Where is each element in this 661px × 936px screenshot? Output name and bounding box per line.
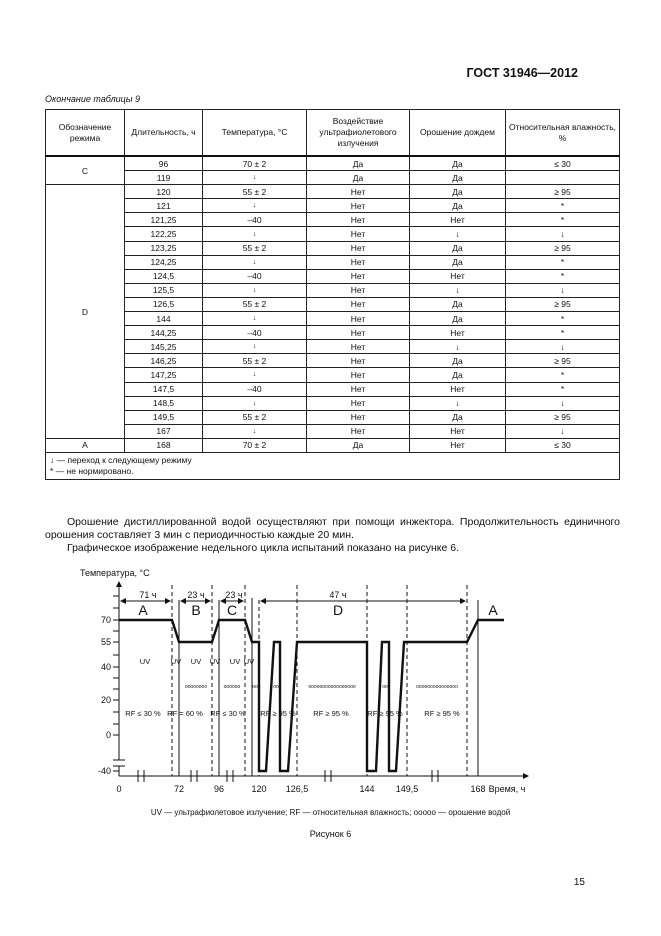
col-rain: Орошение дождем — [409, 109, 506, 157]
page-number: 15 — [573, 877, 585, 888]
figure-caption: Рисунок 6 — [309, 829, 352, 839]
table-row: 144 ↓ Нет Да * — [46, 311, 620, 327]
col-mode: Обозначение режима — [45, 109, 125, 157]
mode-label-a: A — [138, 602, 148, 618]
rain-marks: ooooooooooooooo — [416, 684, 458, 690]
x-tick: 149,5 — [396, 784, 419, 794]
cell-mode: D — [45, 184, 125, 439]
cell-humidity: ≤ 30 — [505, 437, 620, 453]
rf-label: RF ≤ 30 % — [210, 709, 246, 718]
table-notes: ↓ — переход к следующему режиму * — не н… — [45, 451, 620, 480]
y-tick-0: 0 — [106, 730, 111, 740]
col-humidity: Относительная влажность, % — [505, 109, 620, 157]
table-caption: Окончание таблицы 9 — [45, 94, 140, 104]
phase-boundaries — [171, 585, 479, 776]
rain-marks: ooooooooooooooooo — [308, 684, 355, 690]
y-tick-minus40: -40 — [98, 766, 111, 776]
rf-label: RF ≥ 95 % — [367, 709, 403, 718]
x-tick: 168 — [470, 784, 485, 794]
note-arrow: ↓ — переход к следующему режиму — [50, 454, 192, 465]
y-tick-55: 55 — [101, 637, 111, 647]
paragraph-figure-ref: Графическое изображение недельного цикла… — [67, 542, 460, 554]
table-header-row: Обозначение режима Длительность, ч Темпе… — [45, 109, 620, 157]
x-tick: 72 — [174, 784, 184, 794]
rain-marks: oo — [273, 684, 279, 690]
note-asterisk: * — не нормировано. — [50, 465, 134, 476]
y-axis-label: Температура, °С — [80, 568, 150, 578]
x-tick: 126,5 — [286, 784, 309, 794]
uv-label: UV — [230, 657, 240, 666]
table-row: 121 ↓ Нет Да * — [46, 198, 620, 214]
table-row: D 120 55 ± 2 Нет Да ≥ 95 — [45, 184, 620, 439]
mode-label-c: C — [227, 602, 237, 618]
mode-label-b: B — [191, 602, 200, 618]
uv-label: UV — [140, 657, 150, 666]
standard-header: ГОСТ 31946—2012 — [466, 66, 578, 80]
uv-label: UV — [210, 657, 220, 666]
table-row: C 96 70 ± 2 Да Да ≤ 30 — [45, 155, 620, 186]
uv-label: UV — [244, 657, 254, 666]
table-row: 123,25 55 ± 2 Нет Да ≥ 95 — [46, 240, 620, 256]
uv-label: UV — [191, 657, 201, 666]
y-tick-40: 40 — [101, 662, 111, 672]
duration-label: 23 ч — [187, 590, 205, 600]
x-tick: 0 — [116, 784, 121, 794]
table-row: A 168 70 ± 2 Да Нет ≤ 30 — [45, 437, 620, 453]
rain-marks: oooooo — [224, 684, 241, 690]
temperature-profile-line — [119, 618, 504, 773]
cell-temperature: 70 ± 2 — [202, 437, 307, 453]
rain-marks: oo — [252, 684, 258, 690]
figure-legend: UV — ультрафиолетовое излучение; RF — от… — [150, 808, 511, 817]
x-tick: 144 — [359, 784, 374, 794]
x-tick: 96 — [214, 784, 224, 794]
table-row: 119 ↓ Да Да — [46, 170, 620, 186]
y-minor-ticks — [113, 595, 119, 772]
table-row: 124,25 ↓ Нет Да * — [46, 254, 620, 270]
x-tick: 120 — [251, 784, 266, 794]
duration-label: 71 ч — [139, 590, 157, 600]
rf-label: RF ≥ 95 % — [260, 709, 296, 718]
table-row: 126,5 55 ± 2 Нет Да ≥ 95 — [46, 296, 620, 313]
duration-label: 23 ч — [225, 590, 243, 600]
mode-label-d: D — [333, 602, 343, 618]
mode-label-a-end: A — [488, 602, 498, 618]
x-axis-label: Время, ч — [489, 784, 526, 794]
axis-breaks — [137, 770, 439, 782]
test-modes-table: Обозначение режима Длительность, ч Темпе… — [45, 109, 620, 480]
duration-label: 47 ч — [329, 590, 347, 600]
col-uv: Воздействие ультрафиолетового излучения — [306, 109, 410, 157]
rain-marks: oo — [382, 684, 388, 690]
uv-label: UV — [171, 657, 181, 666]
table-row: 124,5 –40 Нет Нет * — [46, 268, 620, 284]
table-row: 146,25 55 ± 2 Нет Да ≥ 95 — [46, 353, 620, 369]
rf-label: RF ≤ 30 % — [125, 709, 161, 718]
col-duration: Длительность, ч — [124, 109, 203, 157]
rf-label: RF ≥ 95 % — [313, 709, 349, 718]
table-row: 147,5 –40 Нет Нет * — [46, 381, 620, 397]
rain-marks: oooooooo — [185, 684, 207, 690]
y-tick-20: 20 — [101, 695, 111, 705]
y-tick-70: 70 — [101, 615, 111, 625]
table-row: 148,5 ↓ Нет ↓ ↓ — [46, 395, 620, 411]
paragraph-irrigation: Орошение дистиллированной водой осуществ… — [45, 516, 620, 541]
table-row: 122,25 ↓ Нет ↓ ↓ — [46, 226, 620, 242]
rf-label: RF = 60 % — [167, 709, 203, 718]
rf-label: RF ≥ 95 % — [424, 709, 460, 718]
